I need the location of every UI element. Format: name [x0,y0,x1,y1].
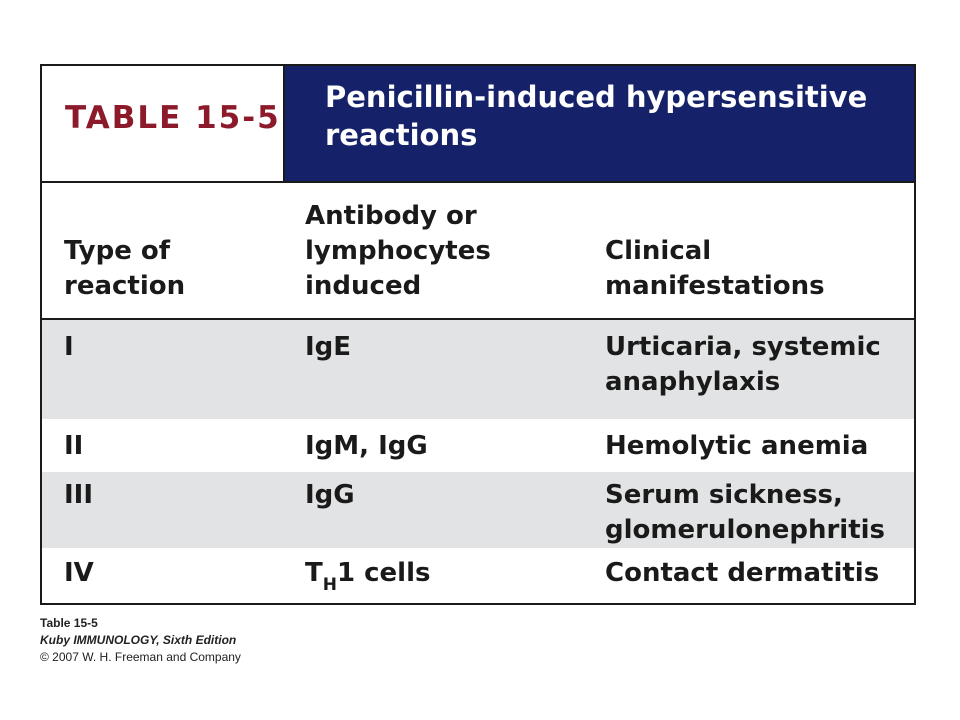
table-row: III IgG Serum sickness, glomerulonephrit… [42,472,914,548]
cell-type: I [64,332,74,362]
cell-clinical: Contact dermatitis [605,558,880,588]
column-header-clinical: Clinical manifestations [605,236,825,301]
antibody-main: T [305,558,323,588]
cell-type: IV [64,558,94,588]
table-row: IV TH1 cells Contact dermatitis [42,548,914,603]
column-header-type: Type of reaction [64,236,186,301]
source-caption: Table 15-5 Kuby IMMUNOLOGY, Sixth Editio… [40,615,241,666]
cell-clinical: Hemolytic anemia [605,431,869,461]
table-label-cell: TABLE 15-5 [42,66,285,181]
cell-clinical: Serum sickness, glomerulonephritis [605,480,886,545]
table-title: Penicillin-induced hypersensitive reacti… [325,80,868,152]
table-title-band: Penicillin-induced hypersensitive reacti… [285,66,914,181]
caption-table-number: Table 15-5 [40,616,98,630]
cell-type: III [64,480,94,510]
hypersensitivity-table: TABLE 15-5 Penicillin-induced hypersensi… [40,64,916,605]
cell-clinical: Urticaria, systemic anaphylaxis [605,332,881,397]
table-header: TABLE 15-5 Penicillin-induced hypersensi… [42,66,914,183]
table-number-label: TABLE 15-5 [65,100,281,136]
cell-antibody: TH1 cells [305,556,431,595]
antibody-subscript: H [322,575,337,595]
caption-copyright: © 2007 W. H. Freeman and Company [40,650,241,664]
antibody-rest: 1 cells [336,558,431,588]
caption-book-title: Kuby IMMUNOLOGY, Sixth Edition [40,633,237,647]
cell-antibody: IgE [305,332,352,362]
cell-antibody: IgM, IgG [305,431,428,461]
table-row: II IgM, IgG Hemolytic anemia [42,419,914,472]
column-headers: Type of reaction Antibody or lymphocytes… [42,183,914,320]
cell-antibody: IgG [305,480,355,510]
cell-type: II [64,431,84,461]
table-row: I IgE Urticaria, systemic anaphylaxis [42,320,914,419]
column-header-antibody: Antibody or lymphocytes induced [305,201,491,301]
